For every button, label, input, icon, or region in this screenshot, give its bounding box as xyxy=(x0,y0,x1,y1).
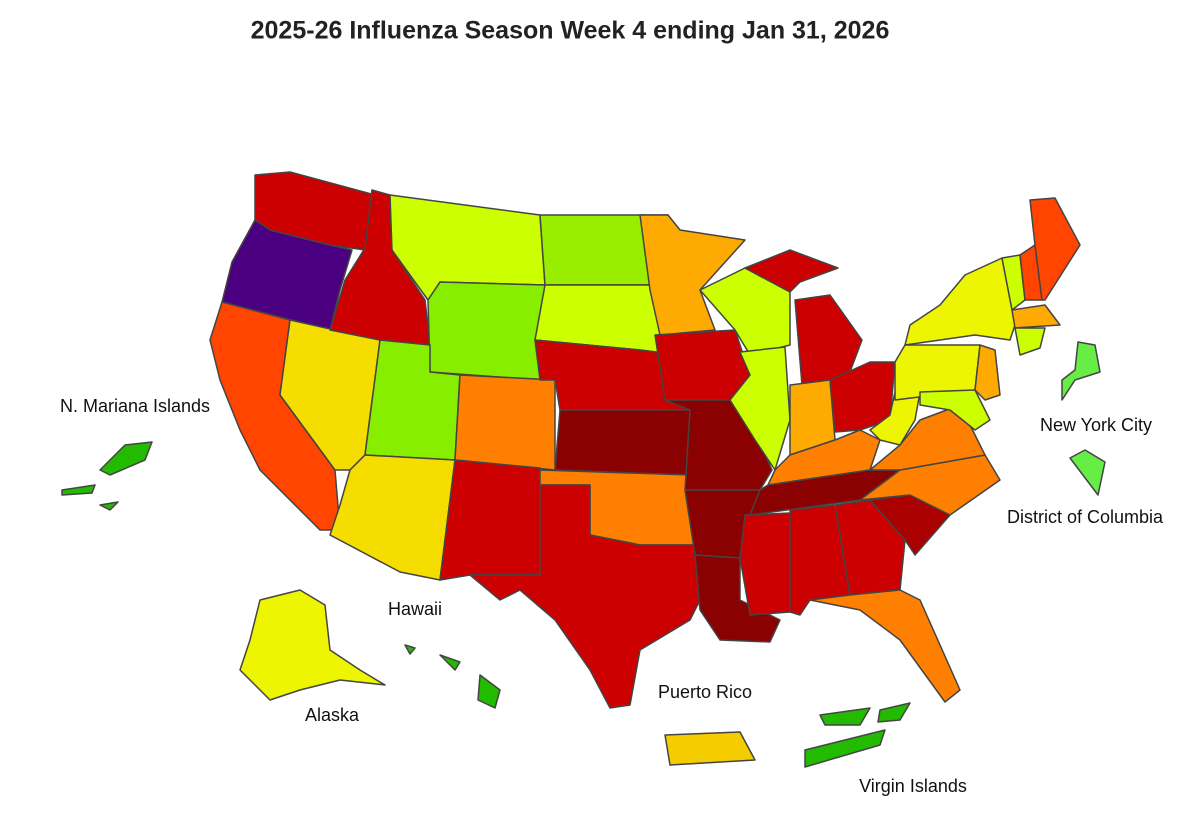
state xyxy=(1011,304,1061,329)
alaska xyxy=(239,589,386,701)
puerto-rico xyxy=(664,731,756,766)
state xyxy=(654,329,751,401)
state xyxy=(729,346,791,471)
state xyxy=(439,459,541,581)
state xyxy=(469,484,701,709)
state xyxy=(329,454,456,581)
new-york-city xyxy=(1061,341,1101,401)
state xyxy=(694,554,781,643)
district-of-columbia xyxy=(1069,449,1106,496)
hawaii xyxy=(477,674,501,709)
region-label: New York City xyxy=(1040,415,1152,435)
state xyxy=(834,499,906,596)
hawaii xyxy=(404,644,416,655)
n-mariana-islands xyxy=(99,501,119,511)
region-label: District of Columbia xyxy=(1007,507,1164,527)
virgin-islands xyxy=(804,729,886,768)
labels: N. Mariana Islands New York City Distric… xyxy=(60,396,1164,796)
state xyxy=(794,294,863,386)
state xyxy=(739,512,791,616)
region-label: Virgin Islands xyxy=(859,776,967,796)
state xyxy=(221,219,353,331)
virgin-islands xyxy=(819,707,871,726)
region-label: Alaska xyxy=(305,705,360,725)
virgin-islands xyxy=(877,702,911,723)
state xyxy=(454,374,556,471)
state xyxy=(744,249,839,293)
region-label: Puerto Rico xyxy=(658,682,752,702)
n-mariana-islands xyxy=(99,441,153,476)
region-label: N. Mariana Islands xyxy=(60,396,210,416)
state xyxy=(1014,327,1046,356)
region-label: Hawaii xyxy=(388,599,442,619)
map-title: 2025-26 Influenza Season Week 4 ending J… xyxy=(251,17,890,45)
insets xyxy=(61,341,1106,768)
states xyxy=(209,171,1081,709)
state xyxy=(427,281,546,381)
state xyxy=(974,344,1001,401)
n-mariana-islands xyxy=(61,484,96,496)
state xyxy=(904,257,1016,346)
state xyxy=(554,409,691,476)
state xyxy=(1029,197,1081,301)
state xyxy=(809,589,961,703)
hawaii xyxy=(439,654,461,671)
